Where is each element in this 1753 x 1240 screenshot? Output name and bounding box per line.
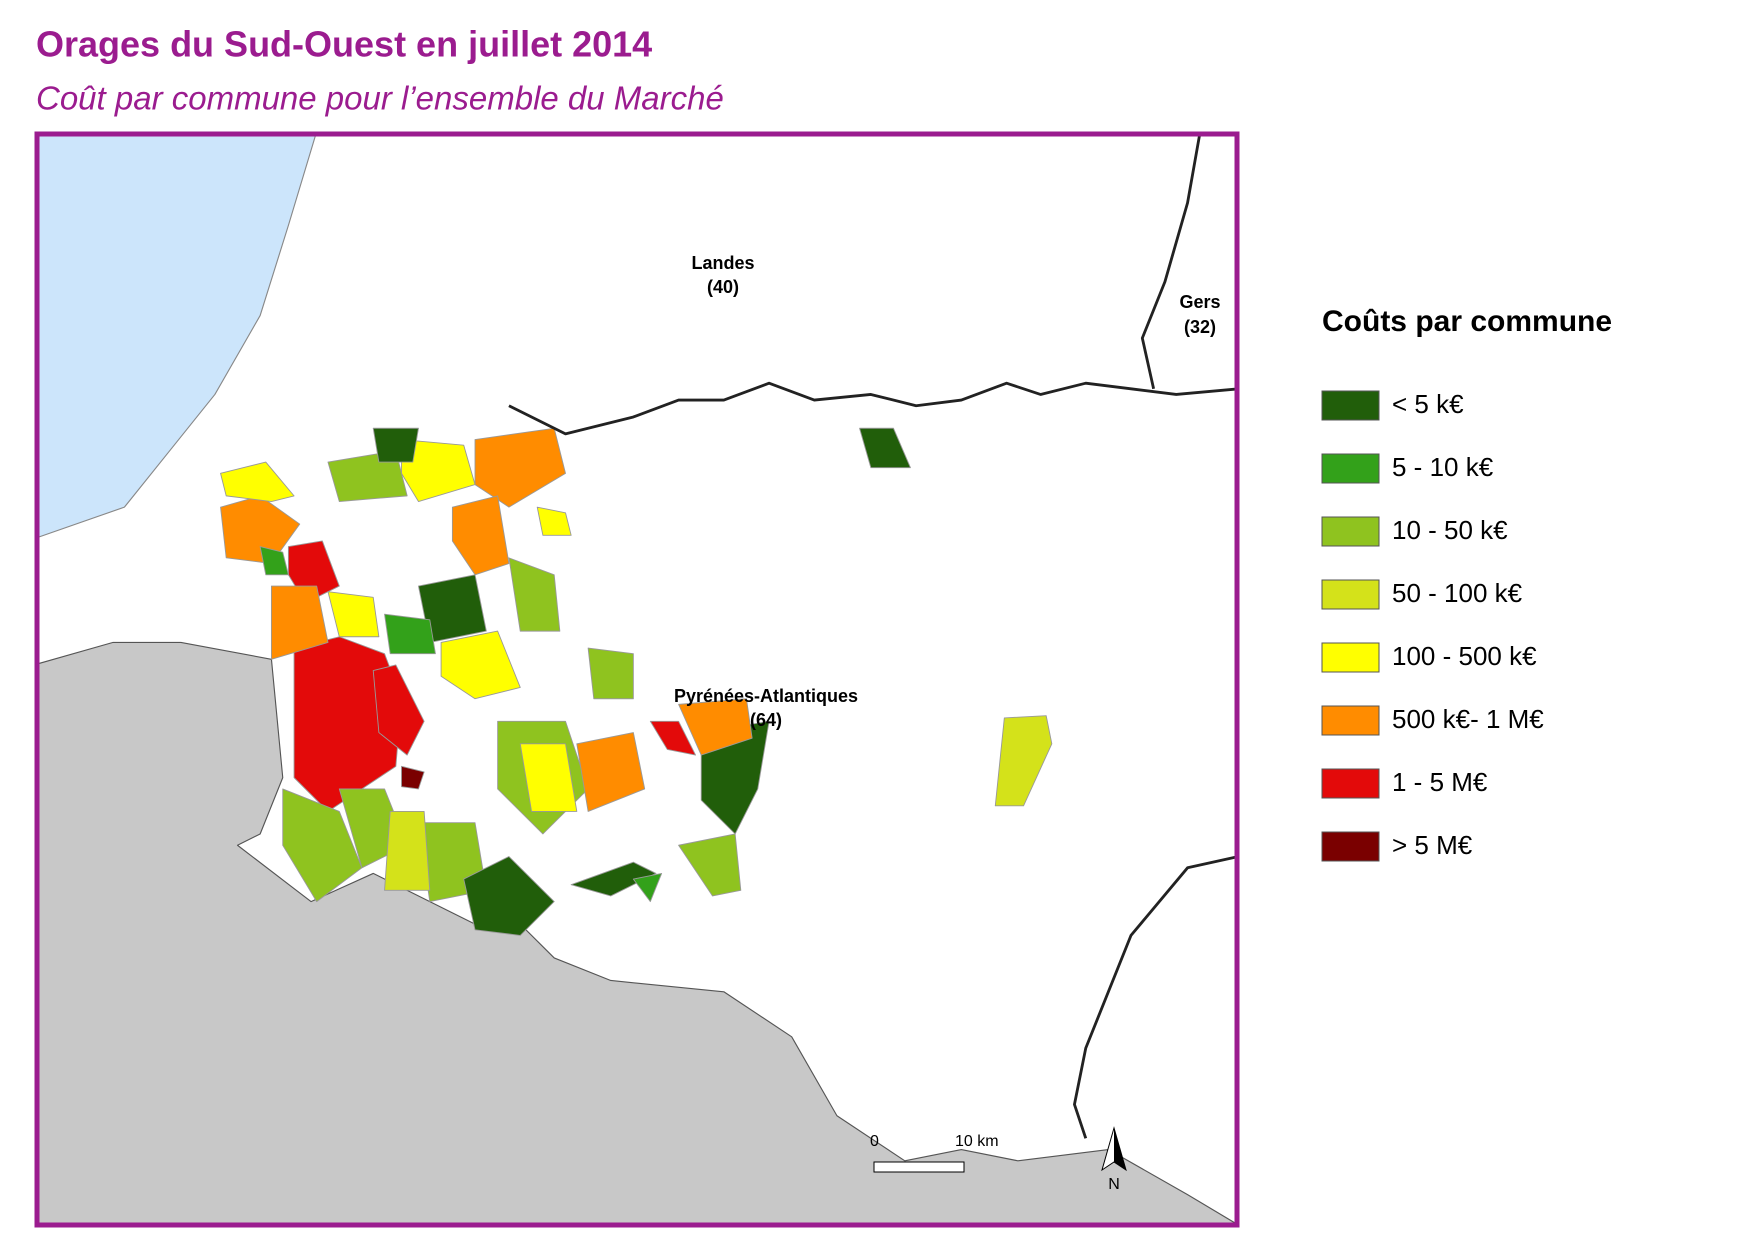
commune	[372, 664, 425, 756]
legend-title: Coûts par commune	[1322, 305, 1612, 338]
commune	[678, 698, 753, 756]
spain	[38, 641, 1236, 1224]
sea	[38, 135, 317, 538]
map	[38, 135, 1236, 1224]
map-frame	[34, 131, 1240, 1228]
commune	[401, 765, 425, 790]
commune	[384, 810, 431, 891]
legend-swatch	[1321, 453, 1380, 484]
legend-label: 500 k€- 1 M€	[1392, 704, 1544, 734]
communes	[220, 427, 1053, 936]
commune	[570, 861, 657, 897]
map-label: (64)	[750, 710, 782, 730]
commune	[519, 743, 578, 812]
scale-label: 10 km	[955, 1133, 999, 1150]
commune	[632, 872, 663, 903]
scale-label: 0	[870, 1133, 879, 1150]
title: Orages du Sud-Ouest en juillet 2014	[36, 24, 652, 65]
legend-label: 1 - 5 M€	[1392, 767, 1488, 797]
scale-bar: 0 10 km	[870, 1133, 999, 1173]
department-border	[508, 381, 1236, 436]
commune	[220, 495, 301, 564]
legend-label: > 5 M€	[1392, 830, 1473, 860]
commune	[576, 732, 646, 812]
legend-swatch	[1321, 831, 1380, 862]
legend-label: < 5 k€	[1392, 389, 1464, 419]
map-label: Gers	[1179, 292, 1220, 312]
legend-swatch	[1321, 705, 1380, 736]
legend-swatch	[1321, 516, 1380, 547]
legend-label: 50 - 100 k€	[1392, 578, 1523, 608]
commune	[327, 450, 408, 502]
legend-swatch	[1321, 768, 1380, 799]
commune	[259, 546, 289, 576]
commune	[508, 557, 561, 632]
map-label: Pyrénées-Atlantiques	[674, 686, 858, 706]
north-label: N	[1108, 1176, 1120, 1193]
commune	[327, 591, 380, 638]
department-border	[1073, 855, 1236, 1139]
commune	[440, 630, 521, 700]
commune	[678, 833, 742, 897]
commune	[649, 720, 697, 756]
legend-swatch	[1321, 642, 1380, 673]
legend-swatch	[1321, 579, 1380, 610]
legend-swatch	[1321, 390, 1380, 421]
department-border	[1140, 135, 1202, 390]
north-arrow: N	[1101, 1126, 1127, 1193]
commune	[282, 788, 363, 903]
commune	[536, 506, 572, 536]
commune	[451, 495, 510, 576]
legend-label: 10 - 50 k€	[1392, 515, 1508, 545]
legend: < 5 k€ 5 - 10 k€ 10 - 50 k€ 50 - 100 k€ 100 …	[1321, 389, 1544, 862]
map-label: (40)	[707, 277, 739, 297]
legend-label: 100 - 500 k€	[1392, 641, 1537, 671]
commune	[587, 647, 634, 700]
legend-label: 5 - 10 k€	[1392, 452, 1494, 482]
commune	[270, 585, 329, 660]
map-label: Landes	[691, 253, 754, 273]
subtitle: Coût par commune pour l’ensemble du Marc…	[36, 80, 724, 117]
map-label: (32)	[1184, 317, 1216, 337]
commune	[994, 715, 1053, 807]
commune	[401, 439, 476, 502]
commune	[463, 856, 555, 936]
commune	[220, 461, 295, 502]
commune	[384, 613, 436, 655]
commune	[859, 427, 911, 469]
commune	[372, 427, 419, 463]
commune	[474, 427, 566, 508]
